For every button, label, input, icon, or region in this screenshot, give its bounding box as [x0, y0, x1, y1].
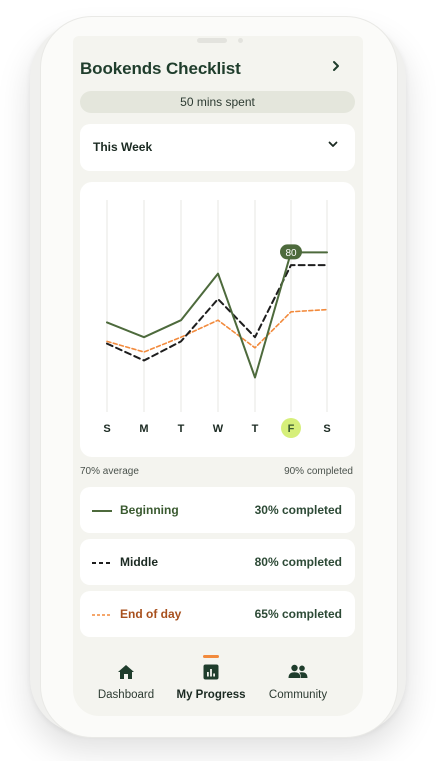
- nav-dashboard[interactable]: Dashboard: [96, 664, 156, 701]
- completed-stat: 90% completed: [284, 466, 353, 477]
- progress-chart-card: 80 S M T W T F S: [80, 182, 355, 457]
- x-tick-label: S: [323, 423, 330, 435]
- series-line-middle: [106, 264, 328, 362]
- legend-completion: 80% completed: [254, 555, 342, 569]
- x-tick-label: W: [213, 423, 224, 435]
- legend-item-beginning[interactable]: Beginning 30% completed: [80, 487, 355, 533]
- dashed-line-icon: [92, 614, 112, 616]
- chevron-right-icon[interactable]: [331, 59, 341, 77]
- x-tick-label: M: [139, 423, 148, 435]
- nav-label: My Progress: [176, 689, 246, 701]
- active-tab-indicator: [203, 655, 219, 658]
- page-title: Bookends Checklist: [80, 59, 241, 78]
- x-tick-label: T: [252, 423, 259, 435]
- nav-label: Dashboard: [97, 689, 155, 701]
- nav-community[interactable]: Community: [266, 664, 330, 701]
- legend-completion: 65% completed: [254, 607, 342, 621]
- period-label: This Week: [93, 140, 153, 154]
- progress-line-chart: 80 S M T W T F S: [103, 200, 331, 438]
- chevron-down-icon: [326, 137, 340, 156]
- solid-line-icon: [92, 510, 112, 512]
- legend-label: End of day: [120, 607, 182, 621]
- bar-chart-icon: [203, 664, 219, 680]
- legend-label: Middle: [120, 555, 158, 569]
- home-icon: [118, 665, 134, 679]
- nav-my-progress[interactable]: My Progress: [174, 664, 248, 701]
- x-tick-label: F: [288, 423, 295, 435]
- camera-dot: [238, 38, 243, 43]
- legend-item-middle[interactable]: Middle 80% completed: [80, 539, 355, 585]
- x-tick-label: T: [178, 423, 185, 435]
- speaker-notch: [197, 38, 227, 43]
- nav-label: Community: [268, 689, 328, 701]
- data-label-badge: [280, 244, 302, 260]
- legend-completion: 30% completed: [254, 503, 342, 517]
- people-icon: [288, 664, 308, 678]
- data-label: 80: [285, 248, 297, 259]
- active-day-highlight: [281, 418, 301, 438]
- period-selector[interactable]: This Week: [80, 124, 355, 171]
- legend-item-end-of-day[interactable]: End of day 65% completed: [80, 591, 355, 637]
- time-spent-badge: 50 mins spent: [80, 91, 355, 113]
- legend-label: Beginning: [120, 503, 179, 517]
- series-line-end-of-day: [106, 308, 328, 353]
- average-stat: 70% average: [80, 466, 139, 477]
- dashed-line-icon: [92, 562, 112, 564]
- x-tick-label: S: [103, 423, 110, 435]
